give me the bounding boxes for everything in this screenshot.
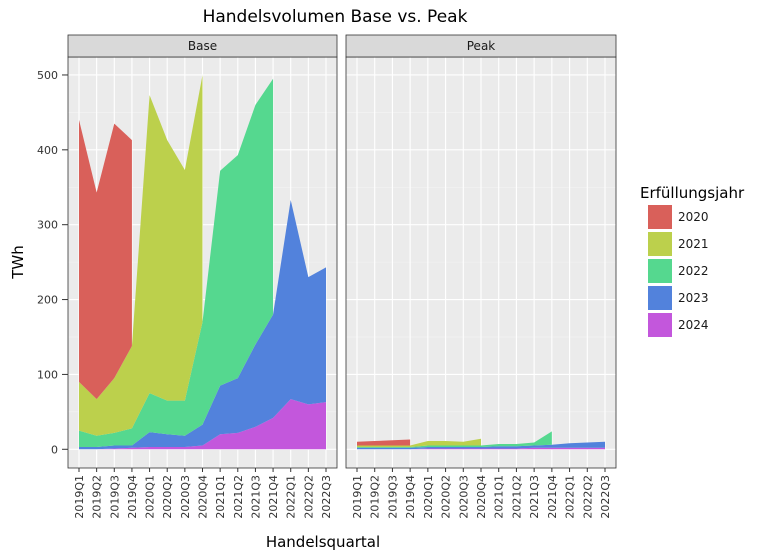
area (357, 438, 481, 448)
legend-label: 2021 (678, 237, 709, 251)
y-tick-label: 300 (37, 219, 58, 232)
x-tick-label: 2022Q2 (302, 475, 315, 519)
legend-key (648, 286, 672, 310)
x-tick-label: 2019Q2 (91, 475, 104, 519)
y-tick-label: 0 (51, 443, 58, 456)
area (357, 439, 411, 446)
legend-key (648, 232, 672, 256)
x-tick-label: 2020Q1 (422, 475, 435, 519)
strip-label: Peak (467, 39, 496, 53)
y-tick-label: 500 (37, 69, 58, 82)
legend-key (648, 313, 672, 337)
x-tick-label: 2021Q1 (493, 475, 506, 519)
y-tick-label: 100 (37, 368, 58, 381)
x-tick-label: 2020Q2 (161, 475, 174, 519)
x-tick-label: 2022Q3 (320, 475, 333, 519)
x-tick-label: 2021Q3 (249, 475, 262, 519)
x-tick-label: 2019Q3 (108, 475, 121, 519)
x-tick-label: 2020Q2 (440, 475, 453, 519)
legend-label: 2020 (678, 210, 709, 224)
y-axis-title: TWh (9, 245, 27, 280)
strip (67, 34, 338, 58)
x-tick-label: 2021Q4 (546, 475, 559, 519)
x-tick-label: 2022Q1 (564, 475, 577, 519)
area (79, 78, 274, 448)
x-tick-label: 2021Q3 (528, 475, 541, 519)
x-tick-label: 2021Q1 (214, 475, 227, 519)
x-tick-label: 2019Q1 (73, 475, 86, 519)
x-tick-label: 2020Q3 (179, 475, 192, 519)
x-tick-label: 2022Q3 (599, 475, 612, 519)
area (79, 399, 326, 450)
y-tick-label: 400 (37, 144, 58, 157)
strip-label: Base (188, 39, 217, 53)
area (79, 119, 132, 400)
x-tick-label: 2019Q2 (369, 475, 382, 519)
legend-label: 2022 (678, 264, 709, 278)
x-tick-label: 2019Q4 (126, 475, 139, 519)
x-tick-label: 2019Q4 (404, 475, 417, 519)
legend-label: 2023 (678, 291, 709, 305)
x-tick-label: 2020Q4 (197, 475, 210, 519)
x-tick-label: 2022Q2 (581, 475, 594, 519)
x-tick-label: 2019Q3 (386, 475, 399, 519)
chart-title: Handelsvolumen Base vs. Peak (203, 7, 468, 27)
legend-label: 2024 (678, 318, 709, 332)
x-axis-title: Handelsquartal (266, 533, 380, 551)
area (79, 74, 203, 436)
x-tick-label: 2019Q1 (351, 475, 364, 519)
x-tick-label: 2020Q1 (144, 475, 157, 519)
x-tick-label: 2020Q4 (475, 475, 488, 519)
x-tick-label: 2021Q2 (232, 475, 245, 519)
legend-key (648, 205, 672, 229)
x-tick-label: 2021Q4 (267, 475, 280, 519)
y-tick-label: 200 (37, 294, 58, 307)
area (79, 199, 326, 450)
strip (345, 34, 617, 58)
x-tick-label: 2021Q2 (510, 475, 523, 519)
legend-key (648, 259, 672, 283)
x-tick-label: 2022Q1 (285, 475, 298, 519)
legend-title: Erfüllungsjahr (640, 184, 745, 202)
x-tick-label: 2020Q3 (457, 475, 470, 519)
